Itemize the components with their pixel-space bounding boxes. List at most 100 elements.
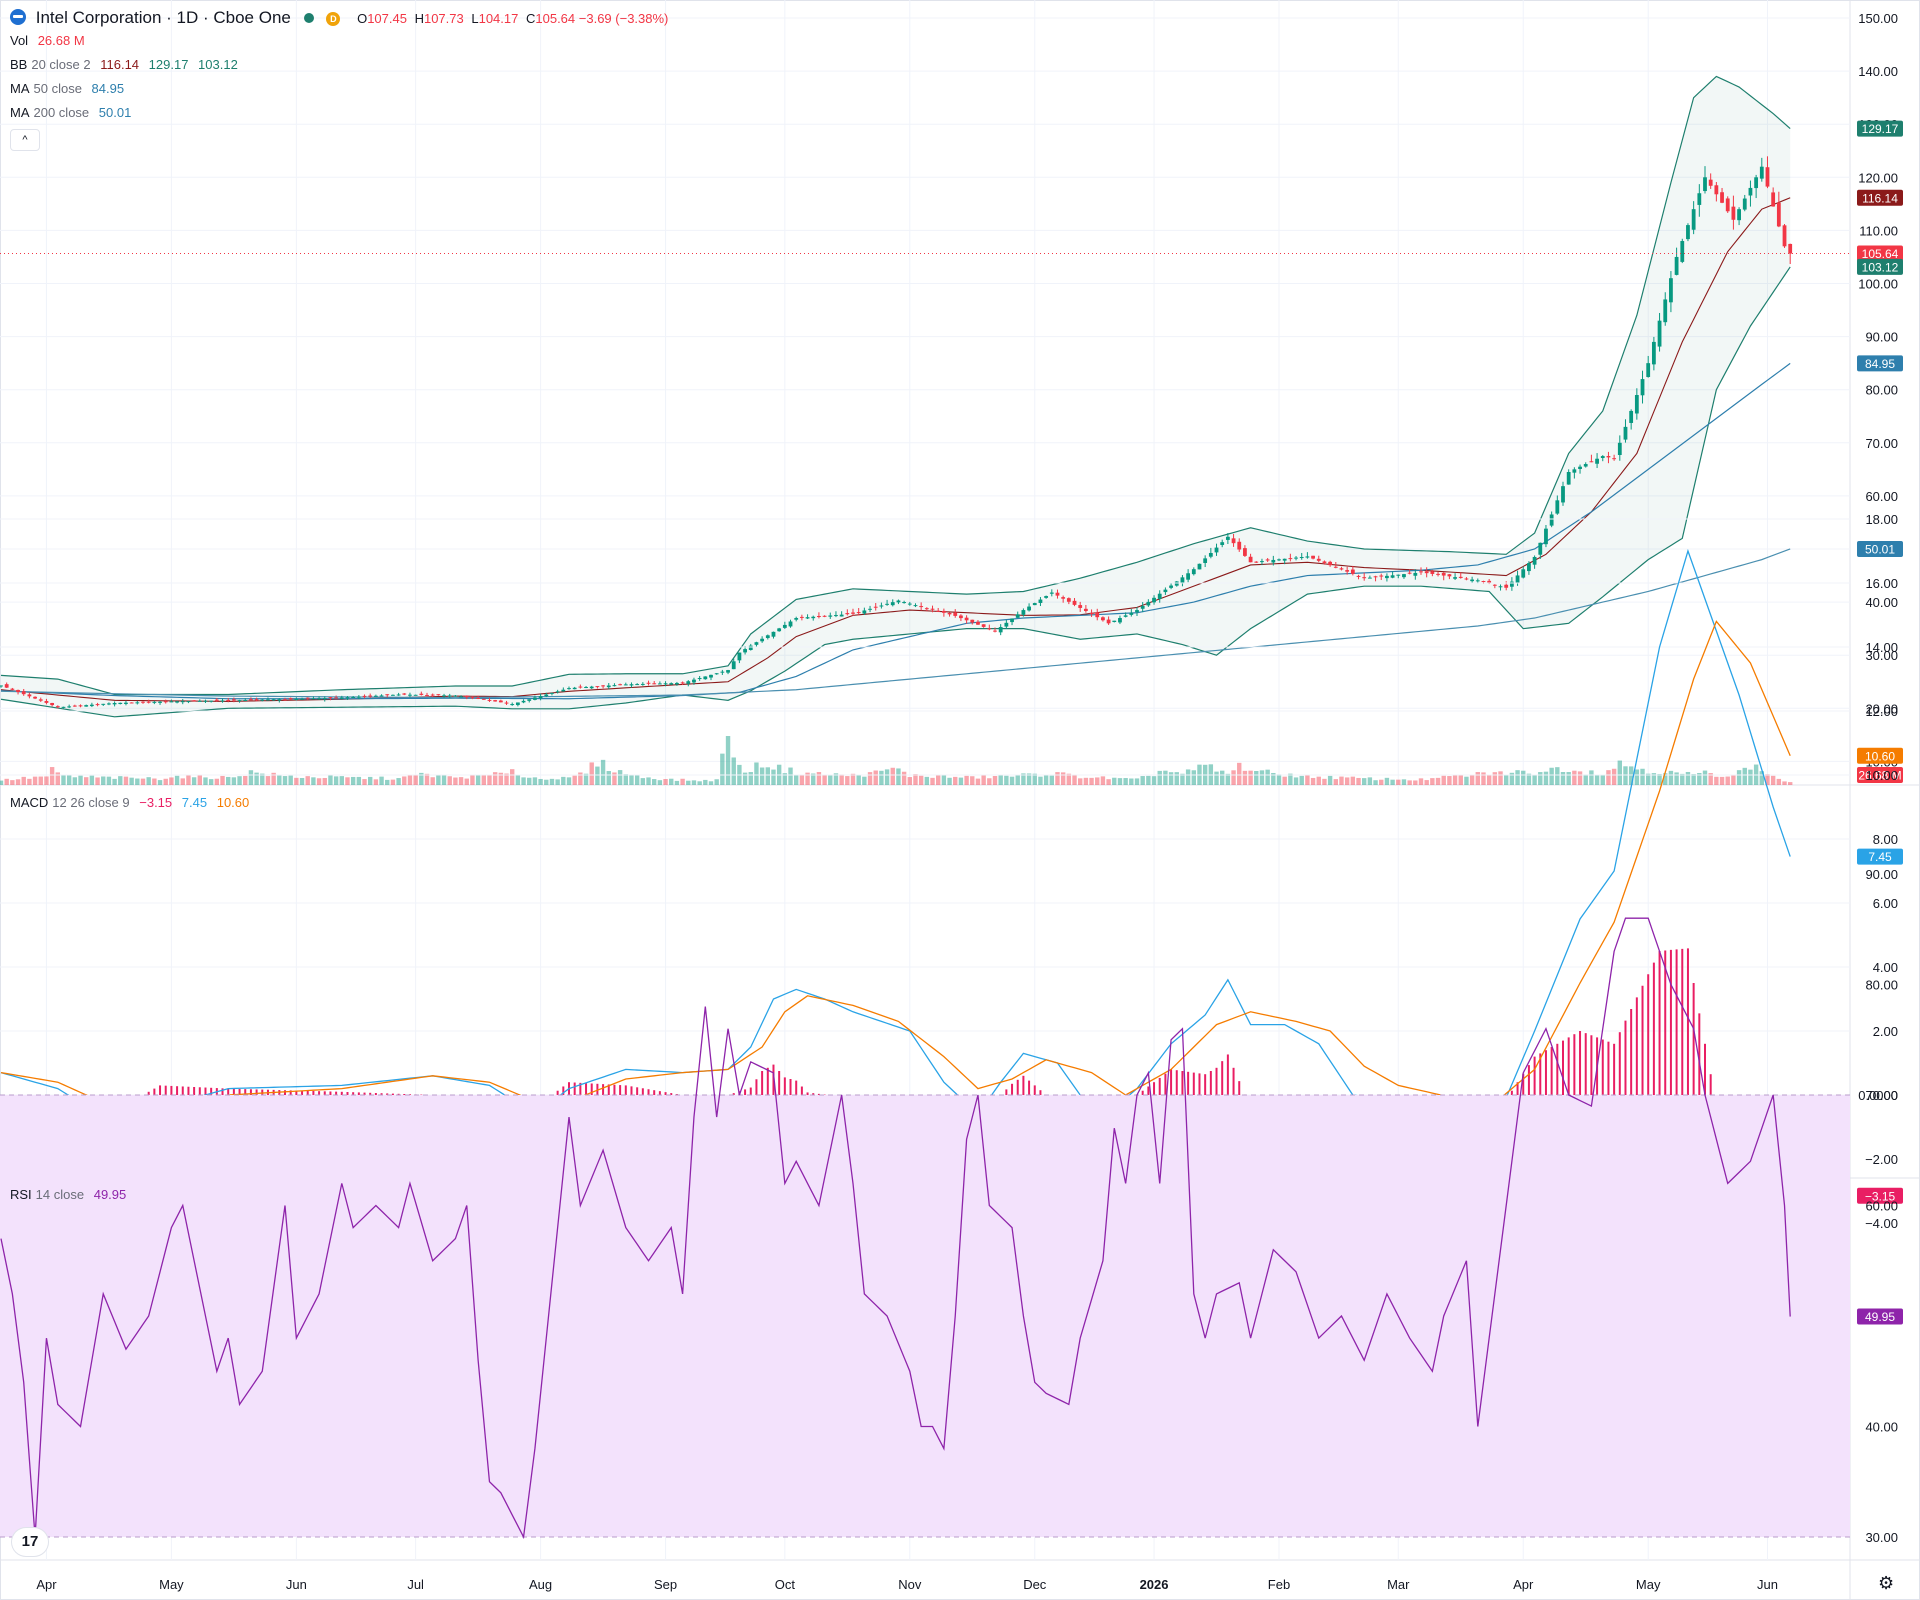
volume-bar [816,772,822,785]
candle-body [1112,620,1117,623]
candle-body [129,702,134,704]
volume-bar [634,775,640,785]
candle-body [1277,559,1281,561]
volume-bar [89,775,95,785]
volume-bar [1310,777,1316,785]
volume-bar [697,781,702,785]
volume-bar [1060,772,1066,785]
rsi-legend[interactable]: RSI 14 close 49.95 [10,1187,126,1203]
volume-bar [1736,770,1742,785]
tradingview-logo[interactable]: 17 [12,1528,48,1556]
volume-bar [441,774,447,785]
volume-bar [515,774,521,785]
volume-bar [282,776,288,785]
candle-body [1589,461,1594,463]
candle-body [89,704,94,707]
candle-body [1436,573,1440,575]
bb-legend[interactable]: BB 20 close 2 116.14 129.17 103.12 [10,57,238,73]
candle-body [226,699,231,701]
volume-bar [311,777,316,785]
candle-body [1146,601,1151,606]
candle-body [1260,561,1264,563]
volume-bar [612,772,617,785]
candle-body [640,683,645,685]
candle-body [1237,541,1242,550]
macd-legend[interactable]: MACD 12 26 close 9 −3.15 7.45 10.60 [10,795,249,811]
volume-bar [169,777,174,785]
candle-body [868,608,872,610]
volume-bar [918,775,924,785]
volume-bar [1123,778,1128,785]
candle-body [1651,341,1656,365]
volume-bar [208,779,214,785]
candle-body [760,638,765,642]
volume-bar [254,772,259,785]
bb-upper-value: 129.17 [148,57,189,72]
symbol-title[interactable]: Intel Corporation · 1D · Cboe One [35,8,291,27]
candle-body [1663,299,1668,323]
volume-legend[interactable]: Vol 26.68 M [10,33,85,49]
volume-bar [998,775,1003,785]
candle-body [1089,612,1094,615]
symbol-legend[interactable]: Intel Corporation · 1D · Cboe One D O107… [10,8,668,29]
macd-tag: −3.15 [1865,1189,1896,1203]
candle-body [555,691,560,693]
volume-bar [1350,776,1356,785]
volume-bar [413,775,418,785]
ma200-legend[interactable]: MA 200 close 50.01 [10,105,131,121]
rsi-line [0,917,1791,1540]
volume-bar [1702,770,1708,785]
volume-bar [1004,775,1009,785]
volume-legend-value: 26.68 M [37,33,85,48]
time-tick-label: 2026 [1140,1577,1169,1592]
macd-line [0,548,1791,1125]
candle-body [782,624,787,628]
delayed-data-badge[interactable]: D [326,12,341,26]
candle-body [373,695,378,697]
candle-body [726,670,730,673]
ma200-legend-params: 200 close [33,105,90,120]
price-tag-bg [1857,189,1903,206]
volume-bar [1538,772,1543,785]
ma50-legend[interactable]: MA 50 close 84.95 [10,81,124,97]
volume-bar [430,777,435,785]
candle-body [345,697,350,699]
candle-body [1095,612,1100,618]
candle-body [1674,256,1679,275]
volume-bar [504,773,509,785]
candle-body [1294,557,1298,559]
candle-body [209,700,214,702]
volume-bar [748,772,753,785]
candle-body [1737,209,1741,221]
candle-body [481,698,486,700]
candle-body [1776,202,1781,227]
volume-bar [1191,770,1196,785]
volume-bar [1043,775,1049,785]
candle-body [1532,556,1537,565]
volume-bar [1572,770,1577,785]
volume-bar [1129,778,1134,785]
volume-bar [1532,775,1537,785]
candle-body [987,628,992,630]
candle-body [1248,556,1253,563]
macd-tag: 7.45 [1868,850,1892,864]
volume-bar [714,779,719,785]
candle-body [1748,187,1753,196]
volume-bar [243,775,248,785]
open-value: 107.45 [367,11,407,26]
candle-body [33,696,37,699]
volume-bar [1356,777,1361,785]
candle-body [38,699,43,701]
gear-icon[interactable]: ⚙ [1878,1573,1895,1593]
candle-body [1487,580,1492,584]
collapse-legend-button[interactable]: ^ [10,129,40,151]
candle-body [902,602,907,604]
macd-tag: 10.60 [1865,749,1895,763]
candle-body [601,685,605,687]
candle-body [1135,610,1139,613]
candle-body [714,673,719,675]
macd-tick-label: 16.00 [1865,576,1898,591]
volume-bar [657,780,663,785]
candle-body [464,695,469,698]
